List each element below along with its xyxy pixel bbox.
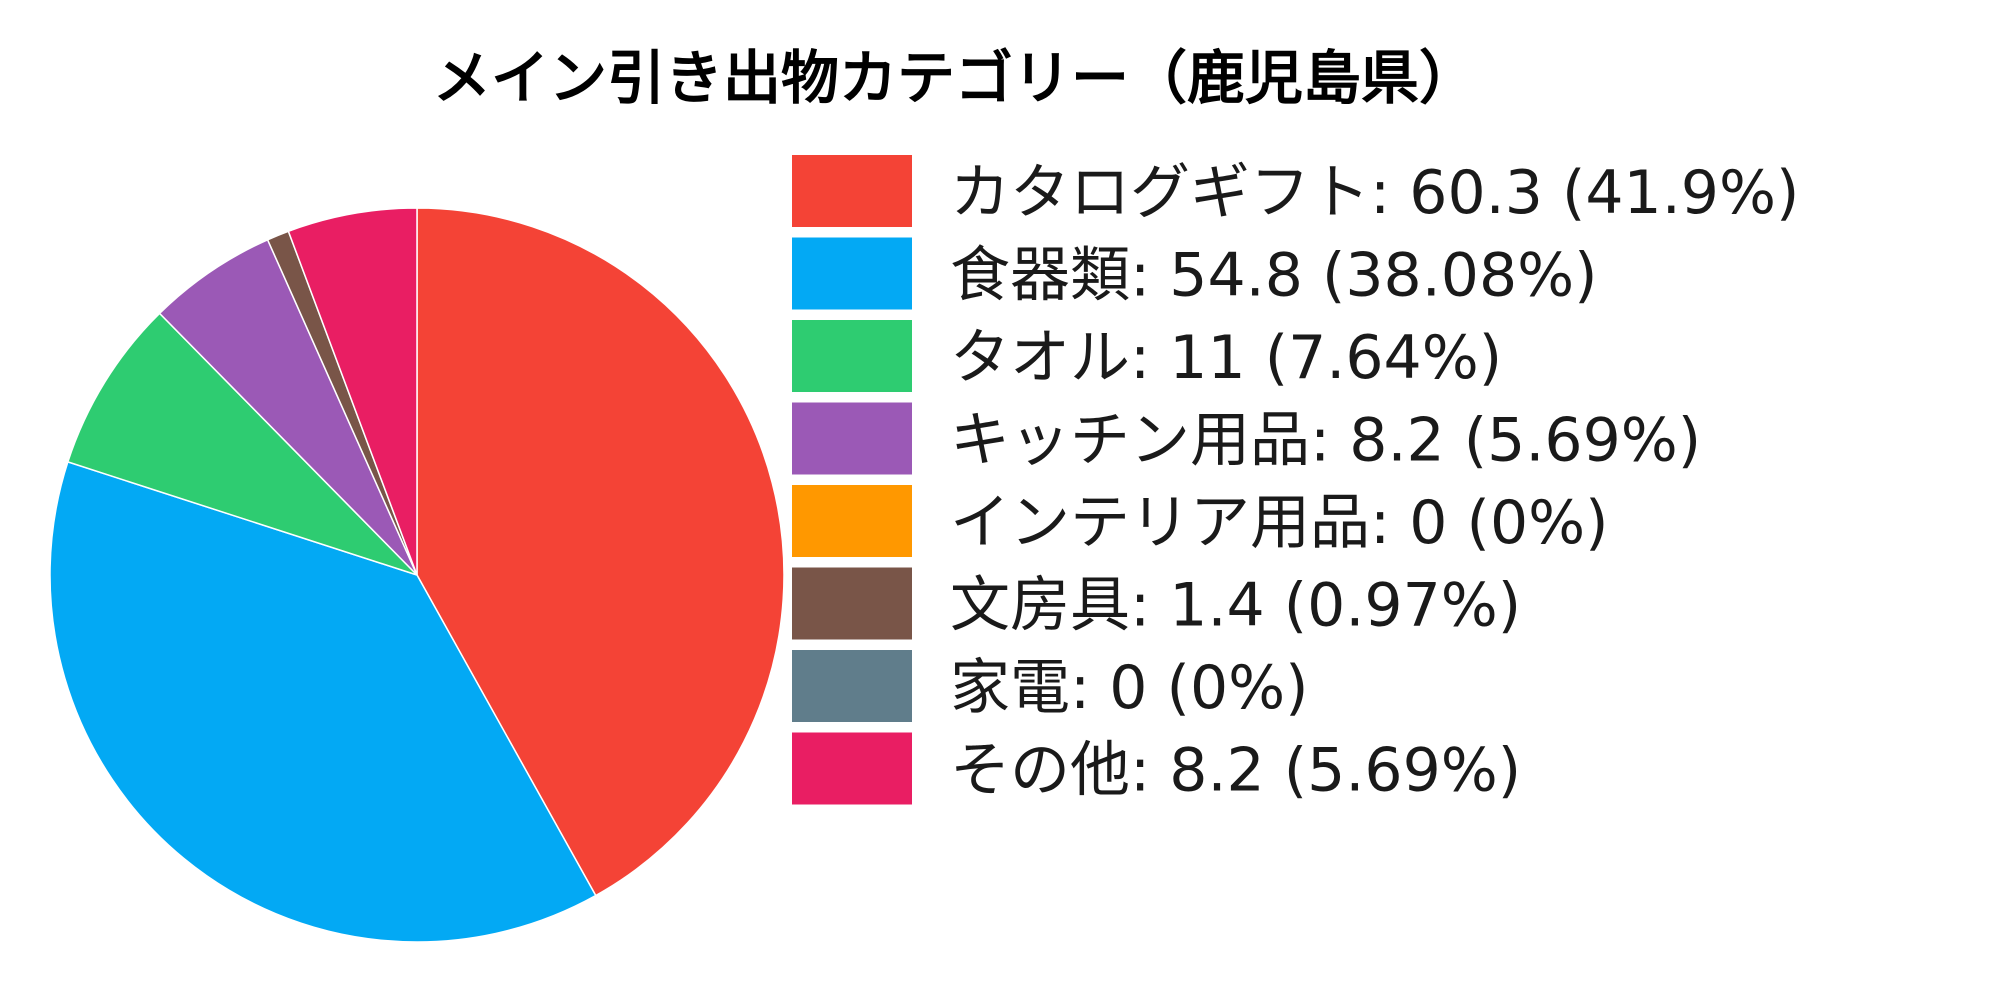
legend-label-2: タオル: 11 (7.64%) [950,323,1502,393]
legend-swatch-3 [792,402,912,475]
chart-title: メイン引き出物カテゴリー（鹿児島県） [433,44,1477,112]
legend-swatch-0 [792,155,912,227]
legend-label-6: 家電: 0 (0%) [950,653,1309,723]
legend-swatch-5 [792,567,912,640]
legend-swatch-7 [792,732,912,805]
legend-label-3: キッチン用品: 8.2 (5.69%) [950,406,1701,476]
pie-slice-3 [158,238,418,576]
legend-swatch-6 [792,650,912,722]
legend-label-1: 食器類: 54.8 (38.08%) [950,241,1598,311]
pie-slices [49,207,785,943]
legend-swatch-1 [792,237,912,310]
legend-swatch-2 [792,320,912,392]
legend-label-5: 文房具: 1.4 (0.97%) [950,571,1521,641]
legend-swatch-4 [792,485,912,557]
pie-slice-0 [416,207,785,897]
legend-label-7: その他: 8.2 (5.69%) [950,736,1521,806]
legend-label-4: インテリア用品: 0 (0%) [950,488,1609,558]
legend: カタログギフト: 60.3 (41.9%) 食器類: 54.8 (38.08%) タ… [792,155,1799,806]
pie-slice-7 [287,207,418,576]
pie-slice-1 [49,460,597,943]
legend-label-0: カタログギフト: 60.3 (41.9%) [950,158,1799,228]
pie-slice-2 [66,312,418,576]
